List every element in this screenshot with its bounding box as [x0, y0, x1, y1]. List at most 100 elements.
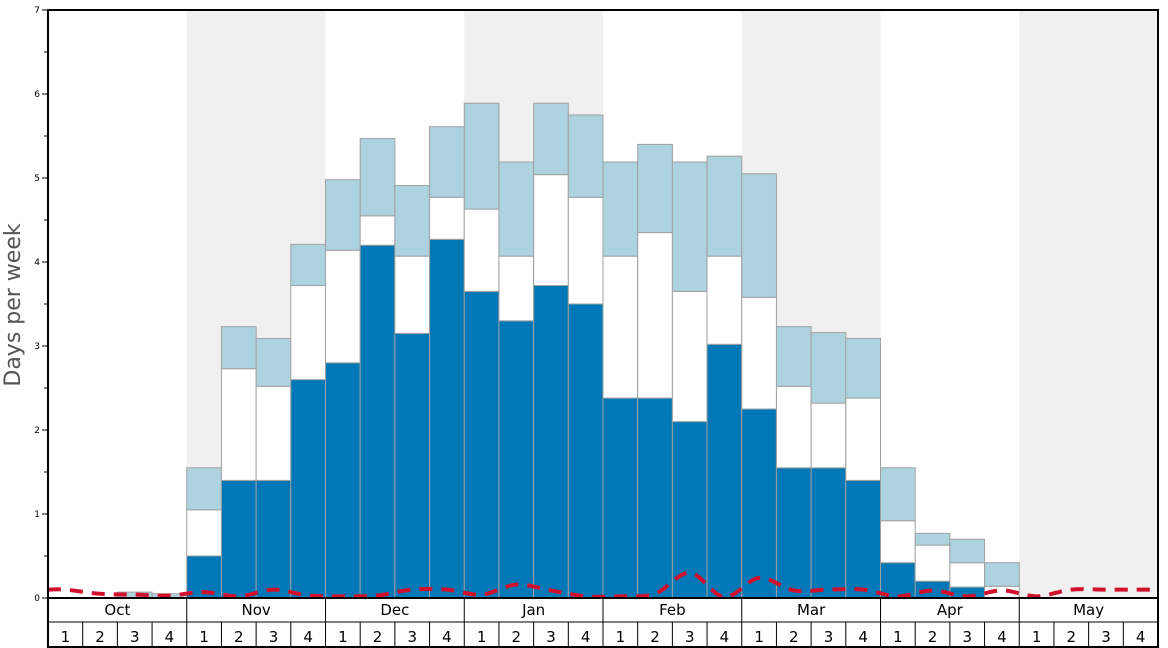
week-label: 4 — [858, 628, 868, 646]
bar-light — [914, 532, 951, 546]
bar-white — [186, 509, 222, 557]
bar-white — [463, 208, 500, 292]
week-label: 1 — [893, 628, 903, 646]
week-label: 3 — [1101, 628, 1111, 646]
week-label: 1 — [477, 628, 487, 646]
bar-dark — [637, 397, 673, 599]
week-label: 1 — [1032, 628, 1042, 646]
bar-light — [880, 467, 916, 522]
week-label: 2 — [512, 628, 522, 646]
bars — [116, 102, 1020, 599]
month-label-feb: Feb — [659, 601, 686, 619]
bar-dark — [914, 580, 951, 599]
bar-dark — [429, 238, 465, 599]
trend-line-path — [47, 570, 1158, 600]
week-label: 4 — [442, 628, 452, 646]
week-label: 3 — [269, 628, 279, 646]
bar-light — [845, 337, 881, 399]
bar-light — [394, 185, 431, 257]
month-label-apr: Apr — [937, 601, 964, 619]
bar-light — [984, 562, 1020, 587]
week-label: 1 — [754, 628, 764, 646]
bar-dark — [394, 332, 431, 599]
week-label: 4 — [581, 628, 591, 646]
bar-dark — [810, 467, 847, 599]
week-label: 3 — [685, 628, 695, 646]
bar-light — [463, 102, 500, 210]
bar-white — [845, 397, 881, 481]
y-tick-label: 3 — [34, 342, 40, 352]
week-label: 1 — [338, 628, 348, 646]
bar-white — [220, 368, 257, 481]
week-label: 3 — [407, 628, 417, 646]
bar-white — [637, 232, 673, 399]
bar-dark — [567, 303, 604, 599]
y-tick-label: 0 — [34, 594, 40, 604]
week-label: 3 — [962, 628, 972, 646]
bar-dark — [463, 290, 500, 599]
bar-dark — [706, 343, 743, 599]
week-label: 4 — [1136, 628, 1146, 646]
week-label: 3 — [824, 628, 834, 646]
bar-white — [706, 255, 743, 345]
bar-light — [186, 467, 222, 511]
week-label: 1 — [199, 628, 209, 646]
y-tick-label: 4 — [34, 258, 40, 268]
week-label: 1 — [616, 628, 626, 646]
y-tick-label: 7 — [34, 6, 40, 16]
x-axis: Oct 1 2 3 4 Nov 1 2 3 4 Dec 1 2 3 4 Jan 1 2 3 4 Feb 1 2 3 4 Mar 1 2… — [47, 598, 1159, 648]
bar-white — [775, 385, 812, 469]
bar-light — [602, 161, 639, 257]
week-label: 3 — [130, 628, 140, 646]
bar-white — [567, 196, 604, 305]
bar-light — [671, 161, 708, 292]
bar-light — [741, 173, 777, 298]
bar-white — [914, 544, 951, 582]
week-label: 4 — [997, 628, 1007, 646]
bar-dark — [220, 479, 257, 599]
week-label: 4 — [165, 628, 175, 646]
month-label-dec: Dec — [380, 601, 409, 619]
week-label: 2 — [373, 628, 383, 646]
bar-light — [775, 326, 812, 387]
bar-dark — [671, 421, 708, 599]
bar-white — [810, 402, 847, 469]
bar-light — [220, 326, 257, 370]
bar-dark — [845, 479, 881, 599]
bar-light — [949, 538, 986, 564]
month-label-nov: Nov — [241, 601, 270, 619]
bar-white — [429, 196, 465, 240]
week-label: 4 — [720, 628, 730, 646]
bar-dark — [880, 562, 916, 599]
bar-dark — [741, 408, 777, 599]
bar-white — [359, 215, 396, 246]
bar-white — [255, 385, 292, 481]
month-label-jan: Jan — [521, 601, 545, 619]
bar-dark — [602, 397, 639, 599]
bar-light — [567, 114, 604, 198]
week-label: 2 — [789, 628, 799, 646]
month-label-may: May — [1073, 601, 1104, 619]
bar-white — [880, 520, 916, 564]
y-tick-label: 5 — [34, 174, 40, 184]
week-label: 2 — [650, 628, 660, 646]
week-label: 3 — [546, 628, 556, 646]
bar-light — [429, 126, 465, 198]
bar-dark — [775, 467, 812, 599]
bar-white — [325, 249, 361, 364]
bar-light — [498, 161, 535, 257]
month-shade-may — [1019, 10, 1158, 598]
week-label: 1 — [61, 628, 71, 646]
bar-dark — [255, 479, 292, 599]
bar-light — [810, 332, 847, 404]
week-label: 4 — [303, 628, 313, 646]
y-tick-label: 2 — [34, 426, 40, 436]
bar-white — [394, 255, 431, 334]
bar-white — [949, 562, 986, 588]
bar-dark — [359, 244, 396, 599]
y-tick-label: 1 — [34, 510, 40, 520]
bar-light — [706, 155, 743, 257]
bar-white — [741, 296, 777, 410]
week-label: 2 — [1067, 628, 1077, 646]
